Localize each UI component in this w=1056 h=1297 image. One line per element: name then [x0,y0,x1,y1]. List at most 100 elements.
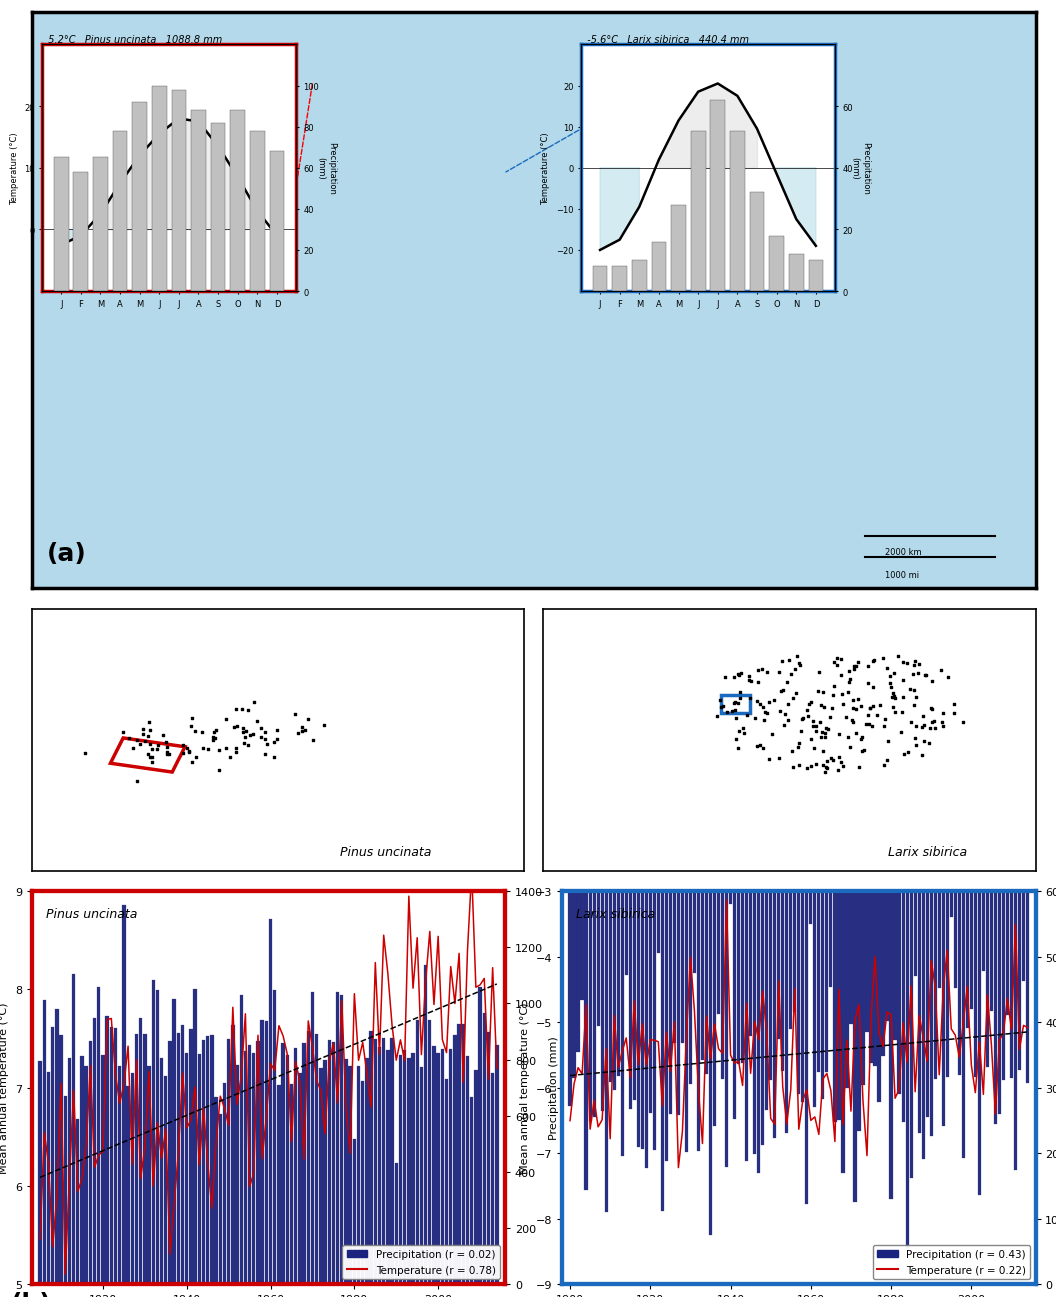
Bar [861,695,864,1086]
Point [834,694,851,715]
Bar [853,695,856,1202]
Bar [306,1031,309,1297]
Bar [693,695,696,974]
Point [205,726,222,747]
Bar [660,695,663,1211]
Point [776,704,793,725]
Bar [445,1079,448,1297]
Bar [80,1056,83,1297]
Point [852,696,869,717]
Point [845,659,862,680]
Point [142,747,158,768]
Point [227,742,244,763]
Bar [974,695,977,1078]
Bar [664,695,667,1162]
Point [129,772,146,792]
Point [239,735,256,756]
Bar [483,1013,486,1297]
Point [129,730,146,751]
Point [746,708,762,729]
Point [790,733,807,754]
Point [904,664,921,685]
Bar [432,1045,435,1297]
Bar [760,695,763,1145]
Bar [845,695,848,1088]
Point [125,738,142,759]
Bar [934,695,937,1079]
Point [849,652,866,673]
Bar [46,1073,50,1297]
Bar [631,261,646,292]
Point [142,720,158,741]
Point [828,648,845,669]
Point [729,664,746,685]
Point [882,677,899,698]
Point [784,741,800,761]
Point [790,738,807,759]
Bar [876,695,880,1102]
Point [923,699,940,720]
Point [875,755,892,776]
Point [829,760,846,781]
Point [913,717,930,738]
Bar [264,1022,268,1297]
Point [760,693,777,713]
Point [765,690,781,711]
Point [905,681,922,702]
Point [816,761,833,782]
Text: Larix sibirica: Larix sibirica [887,846,966,859]
Bar [461,1025,465,1297]
Point [194,738,211,759]
Point [752,694,769,715]
Point [825,652,842,673]
Point [816,728,833,748]
Point [140,712,157,733]
Bar [415,1019,418,1297]
Bar [657,695,660,953]
Bar [833,695,836,1122]
Point [174,735,191,756]
Point [758,661,775,682]
Bar [624,695,627,975]
Point [905,651,922,672]
Bar [608,695,611,1082]
Bar [55,1009,58,1297]
Point [234,719,251,739]
Bar [671,205,685,292]
Point [784,689,800,709]
Bar [113,131,128,292]
Point [803,756,819,777]
Point [142,734,158,755]
Point [245,693,262,713]
Point [740,669,757,690]
Bar [813,695,816,1106]
Point [859,656,875,677]
Bar [937,695,940,988]
Point [814,755,831,776]
Point [893,669,910,690]
Point [860,673,876,694]
Point [749,660,766,681]
Point [775,715,792,735]
Point [934,703,950,724]
Bar [84,1066,88,1297]
Point [738,706,755,726]
Bar [143,1034,147,1297]
Point [882,673,899,694]
Bar [382,1039,385,1297]
Point [868,704,885,725]
Bar [597,695,600,1026]
Point [808,716,825,737]
Point [755,711,772,732]
Point [819,719,836,739]
Point [207,720,224,741]
Bar [68,1058,71,1297]
Point [134,719,151,739]
Bar [250,131,265,292]
Bar [921,695,924,1158]
Text: 5.2°C   Pinus uncinata   1088.8 mm: 5.2°C Pinus uncinata 1088.8 mm [42,35,223,44]
Bar [808,261,823,292]
Bar [720,695,723,1079]
Point [304,730,321,751]
Bar [394,1163,398,1297]
